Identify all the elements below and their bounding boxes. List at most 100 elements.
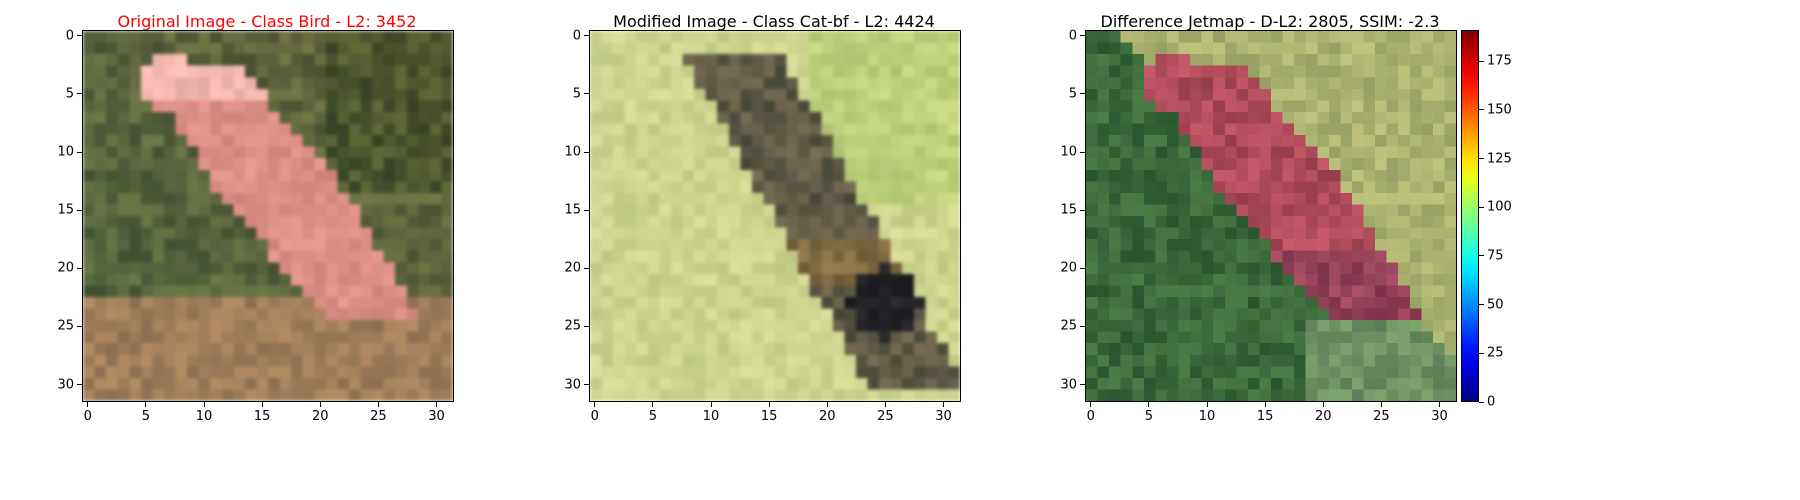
colorbar-tick-mark <box>1479 158 1484 160</box>
y-tick-mark <box>1080 151 1085 153</box>
y-tick-mark <box>77 93 82 95</box>
y-tick-mark <box>77 151 82 153</box>
y-tick-mark <box>77 325 82 327</box>
x-tick-mark <box>1090 402 1092 407</box>
y-tick-mark <box>77 384 82 386</box>
x-tick-label: 30 <box>428 409 445 424</box>
colorbar-tick-label: 100 <box>1487 199 1512 215</box>
y-tick-mark <box>77 209 82 211</box>
y-tick-label: 5 <box>1068 86 1077 102</box>
x-tick-mark <box>652 402 654 407</box>
y-tick-mark <box>584 151 589 153</box>
y-tick-mark <box>77 35 82 37</box>
x-tick-mark <box>1439 402 1441 407</box>
y-tick-mark <box>1080 35 1085 37</box>
y-tick-label: 0 <box>1068 28 1077 44</box>
modified-image-axes <box>589 30 961 402</box>
x-tick-label: 30 <box>935 409 952 424</box>
y-tick-mark <box>584 209 589 211</box>
x-tick-mark <box>710 402 712 407</box>
x-tick-mark <box>594 402 596 407</box>
x-tick-mark <box>768 402 770 407</box>
x-tick-mark <box>1264 402 1266 407</box>
y-tick-mark <box>584 325 589 327</box>
x-tick-label: 20 <box>312 409 329 424</box>
y-tick-mark <box>1080 384 1085 386</box>
y-tick-label: 30 <box>1060 377 1077 393</box>
modified-image-title: Modified Image - Class Cat-bf - L2: 4424 <box>613 12 935 31</box>
x-tick-label: 25 <box>1373 409 1390 424</box>
colorbar-tick-label: 0 <box>1487 394 1496 410</box>
y-tick-mark <box>77 267 82 269</box>
y-tick-label: 5 <box>572 86 581 102</box>
x-tick-label: 0 <box>83 409 92 424</box>
x-tick-mark <box>261 402 263 407</box>
x-tick-mark <box>377 402 379 407</box>
y-tick-label: 25 <box>1060 318 1077 334</box>
difference-jetmap-image <box>1086 31 1456 401</box>
y-tick-mark <box>584 384 589 386</box>
x-tick-label: 0 <box>1086 409 1095 424</box>
y-tick-label: 30 <box>57 377 74 393</box>
y-tick-label: 10 <box>1060 144 1077 160</box>
y-tick-label: 30 <box>564 377 581 393</box>
colorbar-tick-label: 50 <box>1487 297 1504 313</box>
x-tick-label: 25 <box>370 409 387 424</box>
y-tick-mark <box>1080 267 1085 269</box>
x-tick-label: 25 <box>877 409 894 424</box>
colorbar-tick-label: 175 <box>1487 53 1512 69</box>
colorbar-tick-mark <box>1479 255 1484 257</box>
jet-colorbar <box>1461 30 1479 402</box>
y-tick-label: 15 <box>57 202 74 218</box>
x-tick-mark <box>319 402 321 407</box>
y-tick-label: 5 <box>65 86 74 102</box>
y-tick-label: 25 <box>564 318 581 334</box>
x-tick-label: 5 <box>1144 409 1154 424</box>
x-tick-label: 5 <box>141 409 151 424</box>
colorbar-tick-label: 125 <box>1487 151 1512 167</box>
x-tick-mark <box>87 402 89 407</box>
y-tick-mark <box>584 267 589 269</box>
original-bird-image <box>83 31 453 401</box>
modified-cat-bf-image <box>590 31 960 401</box>
colorbar-tick-label: 150 <box>1487 102 1512 118</box>
y-tick-label: 20 <box>564 260 581 276</box>
x-tick-mark <box>884 402 886 407</box>
colorbar-tick-mark <box>1479 401 1484 403</box>
x-tick-mark <box>203 402 205 407</box>
x-tick-label: 0 <box>590 409 599 424</box>
x-tick-mark <box>1148 402 1150 407</box>
y-tick-label: 0 <box>572 28 581 44</box>
x-tick-label: 15 <box>1256 409 1274 424</box>
colorbar-tick-mark <box>1479 206 1484 208</box>
original-image-axes <box>82 30 454 402</box>
x-tick-label: 20 <box>819 409 836 424</box>
x-tick-mark <box>826 402 828 407</box>
y-tick-label: 10 <box>57 144 74 160</box>
colorbar-tick-label: 75 <box>1487 248 1504 264</box>
x-tick-label: 5 <box>648 409 658 424</box>
x-tick-mark <box>1206 402 1208 407</box>
y-tick-mark <box>1080 93 1085 95</box>
x-tick-mark <box>145 402 147 407</box>
y-tick-mark <box>584 35 589 37</box>
difference-jetmap-axes <box>1085 30 1457 402</box>
colorbar-tick-mark <box>1479 304 1484 306</box>
y-tick-label: 25 <box>57 318 74 334</box>
x-tick-label: 20 <box>1315 409 1332 424</box>
y-tick-label: 0 <box>65 28 74 44</box>
colorbar-tick-mark <box>1479 352 1484 354</box>
y-tick-label: 20 <box>1060 260 1077 276</box>
y-tick-label: 15 <box>1060 202 1077 218</box>
x-tick-label: 15 <box>760 409 778 424</box>
colorbar-tick-label: 25 <box>1487 345 1504 361</box>
colorbar-tick-mark <box>1479 109 1484 111</box>
colorbar-tick-mark <box>1479 60 1484 62</box>
y-tick-mark <box>584 93 589 95</box>
y-tick-mark <box>1080 209 1085 211</box>
x-tick-mark <box>436 402 438 407</box>
y-tick-mark <box>1080 325 1085 327</box>
y-tick-label: 10 <box>564 144 581 160</box>
x-tick-mark <box>1380 402 1382 407</box>
x-tick-label: 10 <box>1198 409 1216 424</box>
